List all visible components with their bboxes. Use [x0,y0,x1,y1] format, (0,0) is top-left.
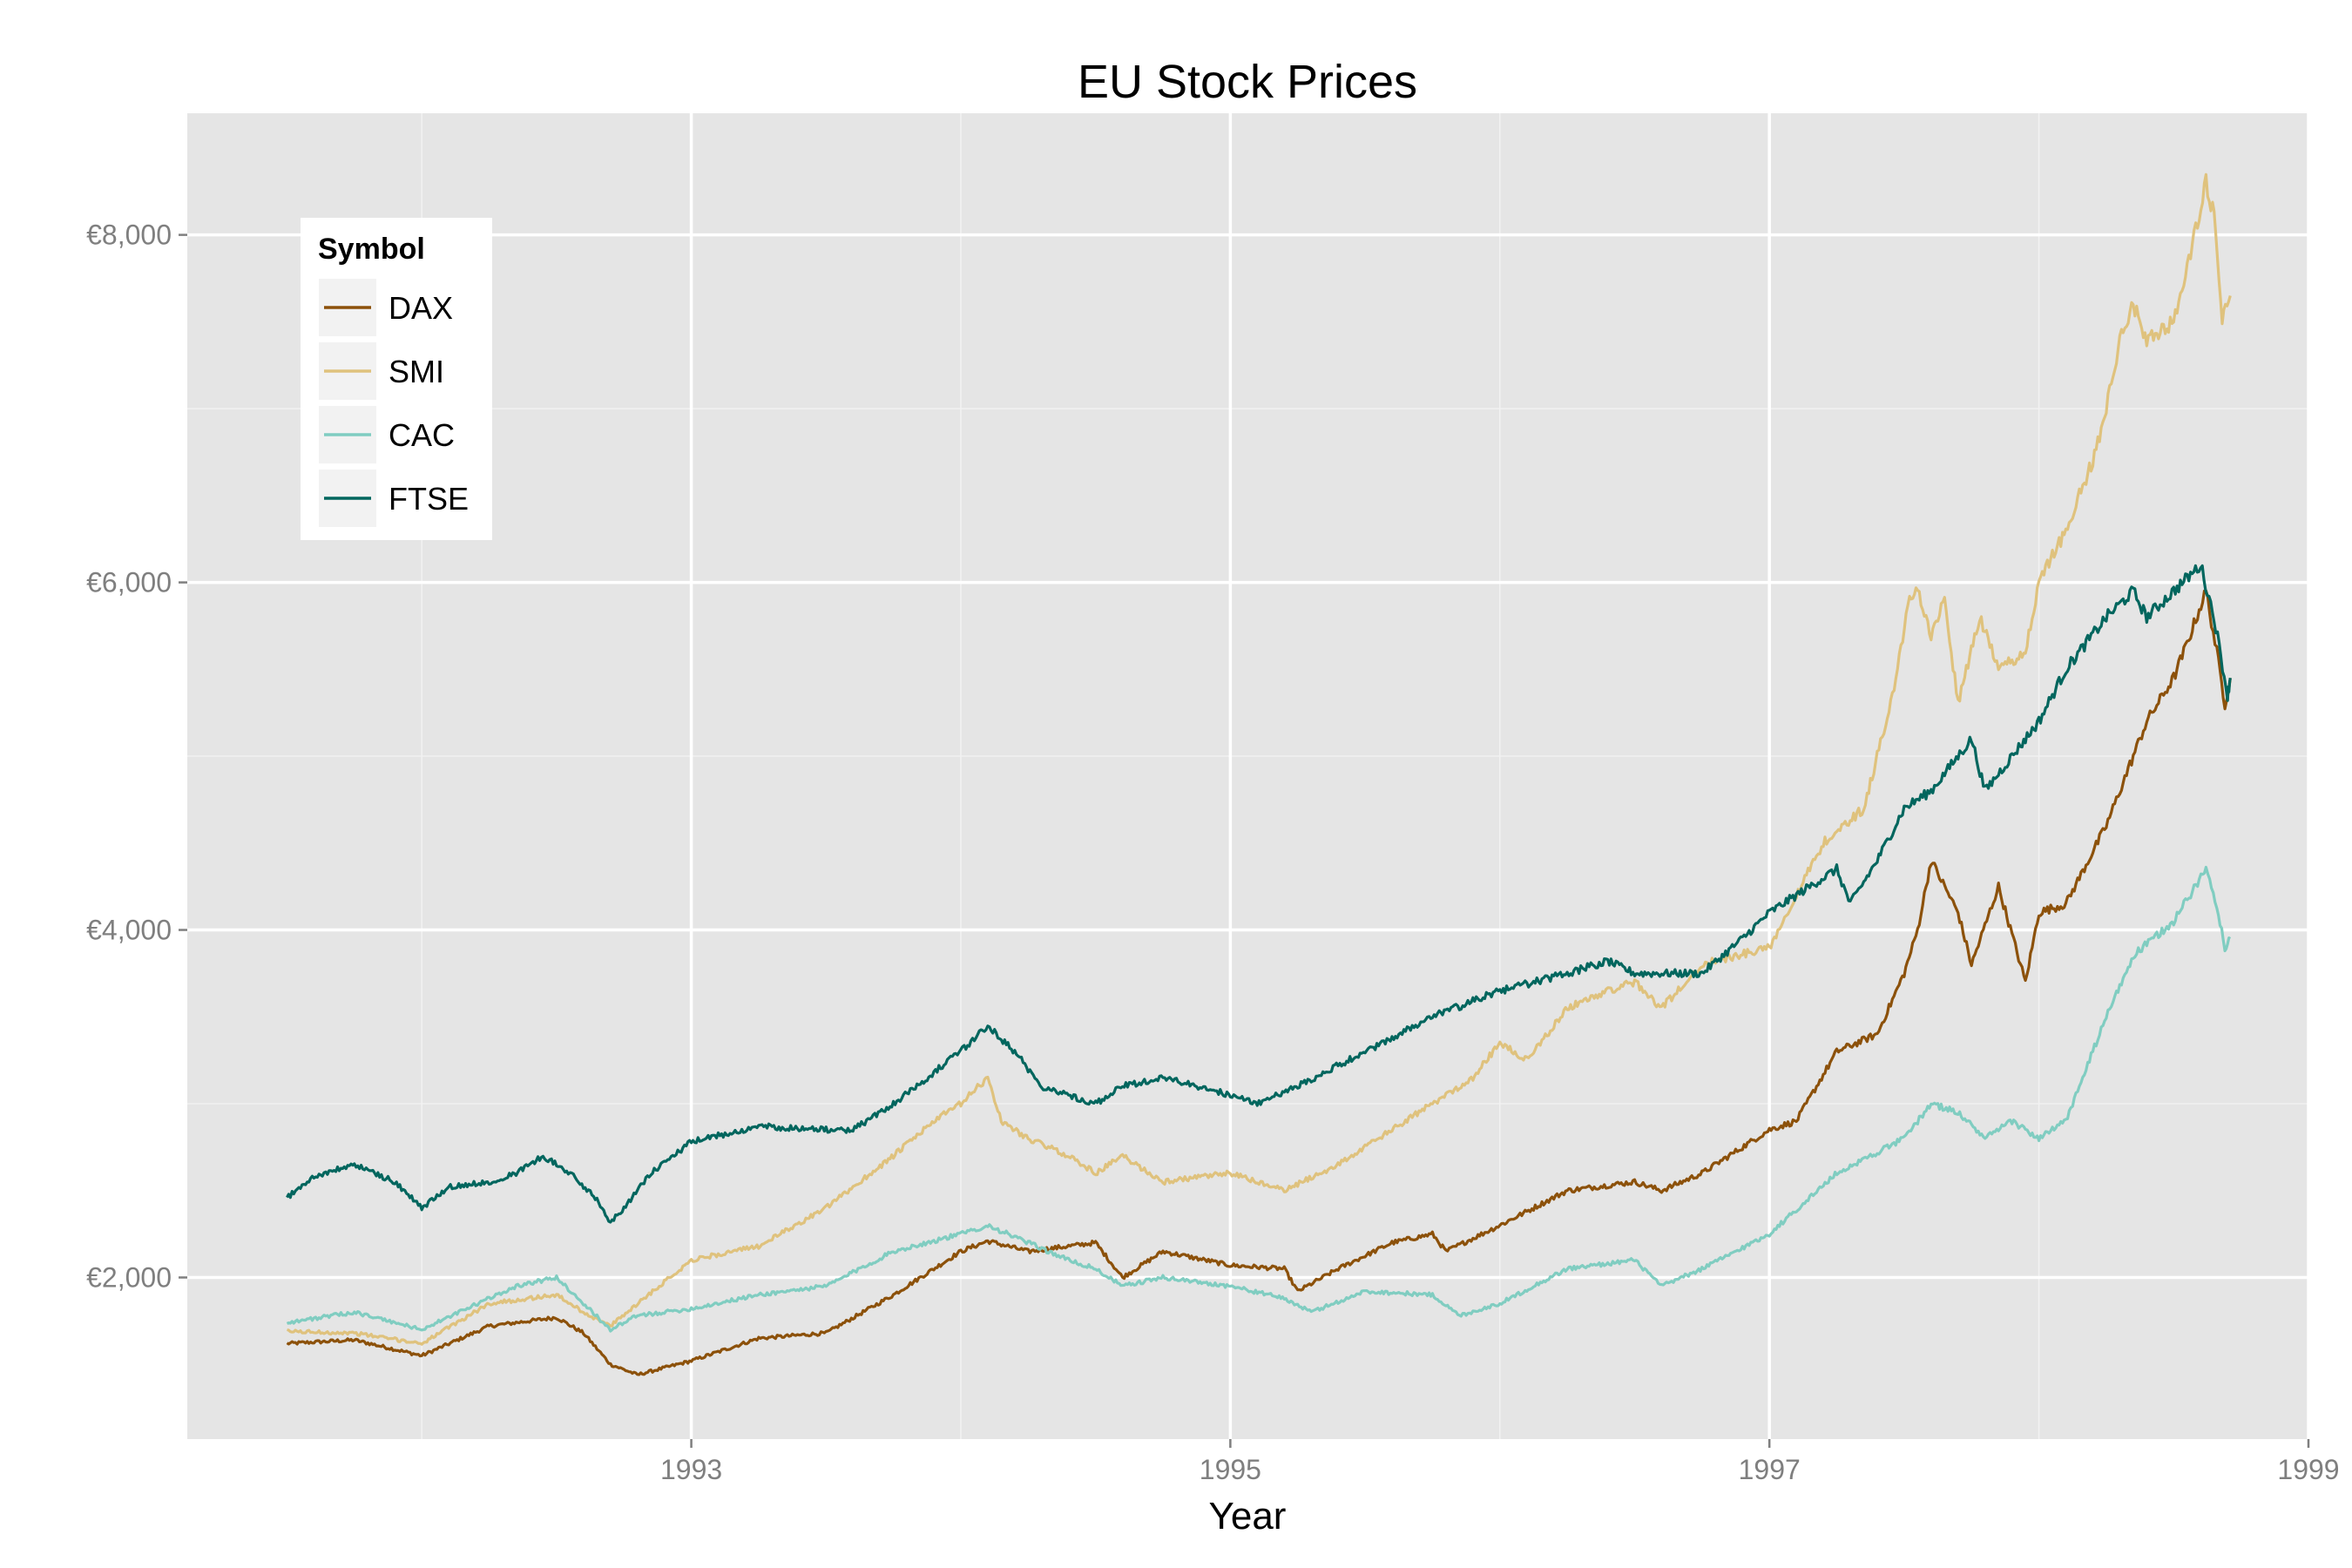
y-axis: €2,000 €4,000 €6,000 €8,000 [86,220,187,1293]
y-tick-label: €8,000 [86,220,172,251]
minor-gridlines [187,113,2308,1439]
legend[interactable]: Symbol DAX SMI CAC FTSE [301,218,492,540]
chart-title: EU Stock Prices [1078,56,1417,108]
legend-title: Symbol [318,233,425,266]
legend-label-smi: SMI [389,354,444,389]
x-tick-label: 1999 [2277,1454,2339,1485]
y-tick-label: €4,000 [86,915,172,946]
legend-label-ftse: FTSE [389,481,469,517]
x-tick-label: 1997 [1739,1454,1801,1485]
plot-panel [187,113,2308,1439]
series-line-ftse [286,564,2232,1224]
series-line-dax [286,589,2232,1376]
x-axis-title: Year [1209,1495,1287,1538]
x-tick-label: 1993 [660,1454,722,1485]
legend-label-dax: DAX [389,290,453,326]
y-tick-label: €6,000 [86,567,172,598]
x-axis: 1993 1995 1997 1999 [660,1439,2340,1485]
legend-label-cac: CAC [389,417,455,453]
major-gridlines [187,113,2310,1439]
y-tick-label: €2,000 [86,1261,172,1293]
series-line-cac [286,865,2232,1333]
series-line-smi [287,172,2232,1346]
legend-entries: DAX SMI CAC FTSE [317,277,469,529]
x-tick-label: 1995 [1200,1454,1261,1485]
series-lines [286,172,2232,1376]
